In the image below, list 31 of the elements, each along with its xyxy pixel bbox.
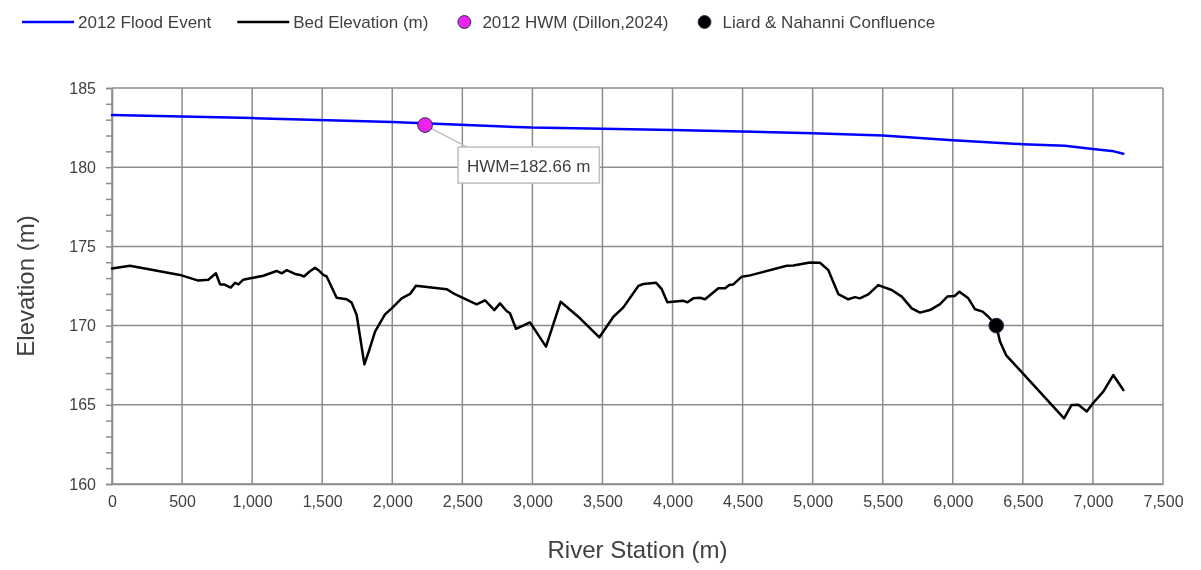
x-tick-label: 1,500: [302, 493, 343, 511]
y-tick-label: 185: [69, 79, 97, 97]
legend-label: Liard & Nahanni Confluence: [722, 13, 936, 32]
legend-label: Bed Elevation (m): [293, 13, 429, 32]
y-tick-label: 175: [69, 238, 97, 256]
line-series: [110, 261, 1125, 420]
x-tick-label: 3,000: [512, 493, 554, 511]
x-tick-label: 2,000: [372, 493, 413, 511]
x-tick-label: 5,500: [863, 493, 904, 511]
x-tick-label: 6,000: [933, 493, 974, 511]
x-tick-label: 5,000: [793, 493, 834, 511]
x-axis-title: River Station (m): [547, 536, 728, 563]
x-tick-label: 4,000: [653, 493, 694, 511]
x-tick-label: 0: [108, 493, 118, 511]
annotation: HWM=182.66 m: [467, 157, 591, 177]
x-tick-label: 3,500: [582, 493, 624, 511]
y-tick-label: 180: [69, 158, 97, 176]
y-tick-label: 160: [69, 475, 97, 493]
legend-label: 2012 HWM (Dillon,2024): [482, 13, 669, 32]
y-axis-title: Elevation (m): [12, 215, 39, 357]
x-tick-label: 6,500: [1003, 493, 1044, 511]
x-tick-label: 7,500: [1143, 493, 1184, 511]
x-tick-label: 2,500: [442, 493, 483, 511]
line-series: [110, 113, 1125, 155]
legend-label: 2012 Flood Event: [78, 13, 212, 32]
x-tick-label: 7,000: [1073, 493, 1114, 511]
y-tick-label: 165: [69, 396, 97, 414]
x-tick-label: 1,000: [232, 493, 273, 511]
x-tick-label: 4,500: [723, 493, 764, 511]
x-tick-label: 500: [169, 493, 197, 511]
y-tick-label: 170: [69, 317, 97, 335]
